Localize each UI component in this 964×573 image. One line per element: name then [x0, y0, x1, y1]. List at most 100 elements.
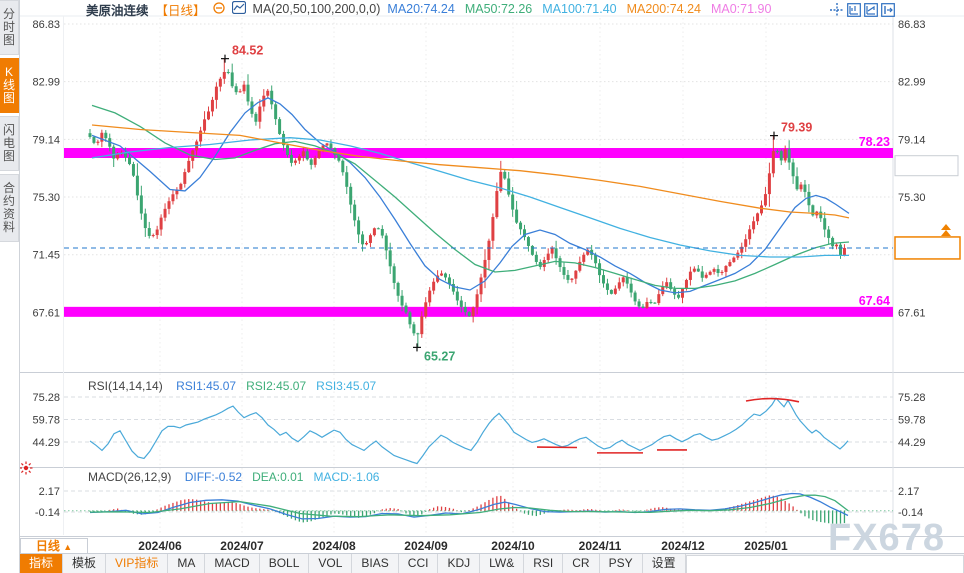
chart-header: 美原油连续 【日线】 MA(20,50,100,200,0,0) MA20:74…: [86, 0, 781, 18]
rsi-params-label: RSI(14,14,14): [88, 379, 163, 393]
date-label-3: 2024/09: [404, 539, 448, 553]
svg-text:65.27: 65.27: [424, 349, 455, 363]
indicator-tab-VIP指标[interactable]: VIP指标: [106, 554, 169, 573]
empty-input-field[interactable]: [685, 555, 964, 573]
ma-value-1: MA50:72.26: [464, 2, 533, 16]
indicator-tab-MACD[interactable]: MACD: [205, 554, 260, 573]
pane-separators: [20, 15, 964, 535]
rsi-layer: [89, 397, 849, 465]
indicator-tabs: 指标 模板 VIP指标 MA MACD BOLL VOL BIAS CCI KDJ LW& RSI CR…: [20, 554, 686, 573]
indicator-tab-MA[interactable]: MA: [168, 554, 206, 573]
svg-text:2.17: 2.17: [898, 486, 919, 498]
svg-text:86.83: 86.83: [898, 19, 926, 31]
svg-text:75.28: 75.28: [898, 392, 926, 404]
support-resistance-bands: [64, 148, 893, 317]
date-label-7: 2025/01: [744, 539, 788, 553]
svg-text:75.30: 75.30: [898, 192, 926, 204]
macd-value-0: DIFF:-0.52: [184, 470, 243, 484]
ma-value-0: MA20:74.24: [387, 2, 455, 16]
svg-text:44.29: 44.29: [32, 437, 60, 449]
dropdown-arrow-icon: ▲: [63, 542, 73, 552]
indicator-tab-CR[interactable]: CR: [563, 554, 600, 573]
svg-text:71.45: 71.45: [32, 250, 60, 262]
symbol-title: 美原油连续: [86, 3, 149, 18]
period-label: 【日线】: [155, 3, 206, 18]
svg-text:75.30: 75.30: [32, 192, 60, 204]
indicator-tab-设置[interactable]: 设置: [643, 554, 686, 573]
candlestick-chart-icon[interactable]: [231, 0, 246, 17]
zoom-axis-icon[interactable]: [847, 3, 861, 17]
crosshair-icon[interactable]: [830, 3, 844, 17]
ma-settings-label: MA(20,50,100,200,0,0): [252, 2, 381, 16]
indicator-tab-row: 指标 模板 VIP指标 MA MACD BOLL VOL BIAS CCI KDJ LW& RSI CR…: [20, 553, 964, 573]
macd-value-1: DEA:0.01: [252, 470, 304, 484]
indicator-tab-LW&[interactable]: LW&: [480, 554, 525, 573]
rsi-values: RSI1:45.07 RSI2:45.07 RSI3:45.07: [176, 379, 386, 393]
svg-text:84.52: 84.52: [232, 44, 263, 58]
svg-text:79.14: 79.14: [898, 134, 926, 146]
axis-labels: 86.83 86.83 82.99 82.99 79.14 79.14 75.30 75.30…: [32, 19, 932, 519]
svg-text:79.14: 79.14: [32, 134, 60, 146]
ma-value-4: MA0:71.90: [710, 2, 772, 16]
ma-value-2: MA100:71.40: [542, 2, 617, 16]
indicator-tab-指标[interactable]: 指标: [20, 554, 64, 573]
svg-text:2.17: 2.17: [39, 486, 60, 498]
date-label-4: 2024/10: [491, 539, 535, 553]
svg-text:67.61: 67.61: [898, 307, 926, 319]
svg-text:44.29: 44.29: [898, 437, 926, 449]
macd-params-label: MACD(26,12,9): [88, 470, 172, 484]
zoom-arrow-icon[interactable]: [864, 3, 878, 17]
moving-averages: [91, 97, 850, 294]
indicator-tab-VOL[interactable]: VOL: [309, 554, 353, 573]
price-chart-canvas[interactable]: 86.83 86.83 82.99 82.99 79.14 79.14 75.30 75.30…: [0, 0, 964, 536]
svg-text:-0.14: -0.14: [898, 507, 923, 519]
macd-values: DIFF:-0.52 DEA:0.01 MACD:-1.06: [185, 470, 390, 484]
svg-text:82.99: 82.99: [898, 77, 926, 89]
date-label-0: 2024/06: [138, 539, 182, 553]
indicator-tab-BIAS[interactable]: BIAS: [352, 554, 399, 573]
chart-type-sidebar: 分时图 K线图闪电图合约资料: [0, 0, 20, 573]
macd-layer: [64, 492, 893, 524]
indicator-tab-PSY[interactable]: PSY: [600, 554, 643, 573]
indicator-tab-CCI[interactable]: CCI: [399, 554, 439, 573]
indicator-tab-KDJ[interactable]: KDJ: [438, 554, 481, 573]
svg-text:78.23: 78.23: [859, 135, 890, 149]
period-selector[interactable]: 日线 ▲: [20, 538, 88, 555]
date-label-5: 2024/11: [578, 539, 622, 553]
svg-text:82.99: 82.99: [32, 77, 60, 89]
ma-value-3: MA200:74.24: [626, 2, 701, 16]
svg-text:67.64: 67.64: [859, 294, 890, 308]
pane-settings-icon[interactable]: [19, 461, 33, 475]
minus-circle-icon[interactable]: [212, 1, 225, 17]
date-axis-row: 日线 ▲ 2024/06 2024/07 2024/08 2024/09 2024/10…: [20, 536, 964, 555]
svg-text:75.28: 75.28: [32, 392, 60, 404]
macd-pane-header: MACD(26,12,9) DIFF:-0.52 DEA:0.01 MACD:-1.…: [88, 470, 399, 484]
rsi-value-0: RSI1:45.07: [176, 379, 237, 393]
date-label-1: 2024/07: [220, 539, 264, 553]
svg-text:67.61: 67.61: [32, 307, 60, 319]
extreme-markers: [221, 54, 778, 352]
indicator-tab-RSI[interactable]: RSI: [524, 554, 564, 573]
svg-text:59.78: 59.78: [32, 415, 60, 427]
svg-text:86.83: 86.83: [32, 19, 60, 31]
indicator-tab-BOLL[interactable]: BOLL: [260, 554, 310, 573]
sidebar-item-1[interactable]: K线图: [0, 58, 19, 113]
sidebar-item-0[interactable]: 分时图: [0, 0, 19, 55]
sidebar-item-3[interactable]: 合约资料: [0, 174, 19, 242]
macd-value-2: MACD:-1.06: [313, 470, 380, 484]
rsi-value-1: RSI2:45.07: [246, 379, 307, 393]
chart-toolbar: [830, 3, 895, 17]
period-selector-label: 日线: [35, 539, 60, 553]
svg-text:79.39: 79.39: [781, 121, 812, 135]
sidebar-item-2[interactable]: 闪电图: [0, 116, 19, 171]
rsi-pane-header: RSI(14,14,14) RSI1:45.07 RSI2:45.07 RSI3:4…: [88, 379, 396, 393]
svg-text:59.78: 59.78: [898, 415, 926, 427]
rsi-value-2: RSI3:45.07: [316, 379, 377, 393]
rsi-annotations: [536, 397, 800, 454]
indicator-tab-模板[interactable]: 模板: [63, 554, 107, 573]
pan-right-icon[interactable]: [881, 3, 895, 17]
ma-values: MA20:74.24 MA50:72.26 MA100:71.40 MA200:74.…: [387, 2, 781, 16]
date-label-6: 2024/12: [661, 539, 705, 553]
svg-text:-0.14: -0.14: [35, 507, 60, 519]
